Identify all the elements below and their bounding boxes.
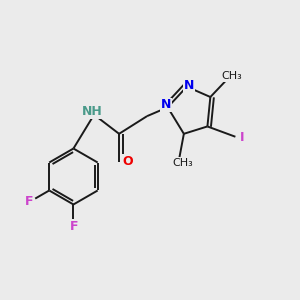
Text: CH₃: CH₃ (221, 71, 242, 81)
Text: F: F (70, 220, 79, 233)
Text: O: O (122, 155, 133, 168)
Text: N: N (184, 79, 194, 92)
Text: N: N (161, 98, 171, 111)
Text: CH₃: CH₃ (172, 158, 193, 168)
Text: I: I (240, 131, 244, 144)
Text: F: F (25, 195, 33, 208)
Text: NH: NH (82, 105, 103, 118)
